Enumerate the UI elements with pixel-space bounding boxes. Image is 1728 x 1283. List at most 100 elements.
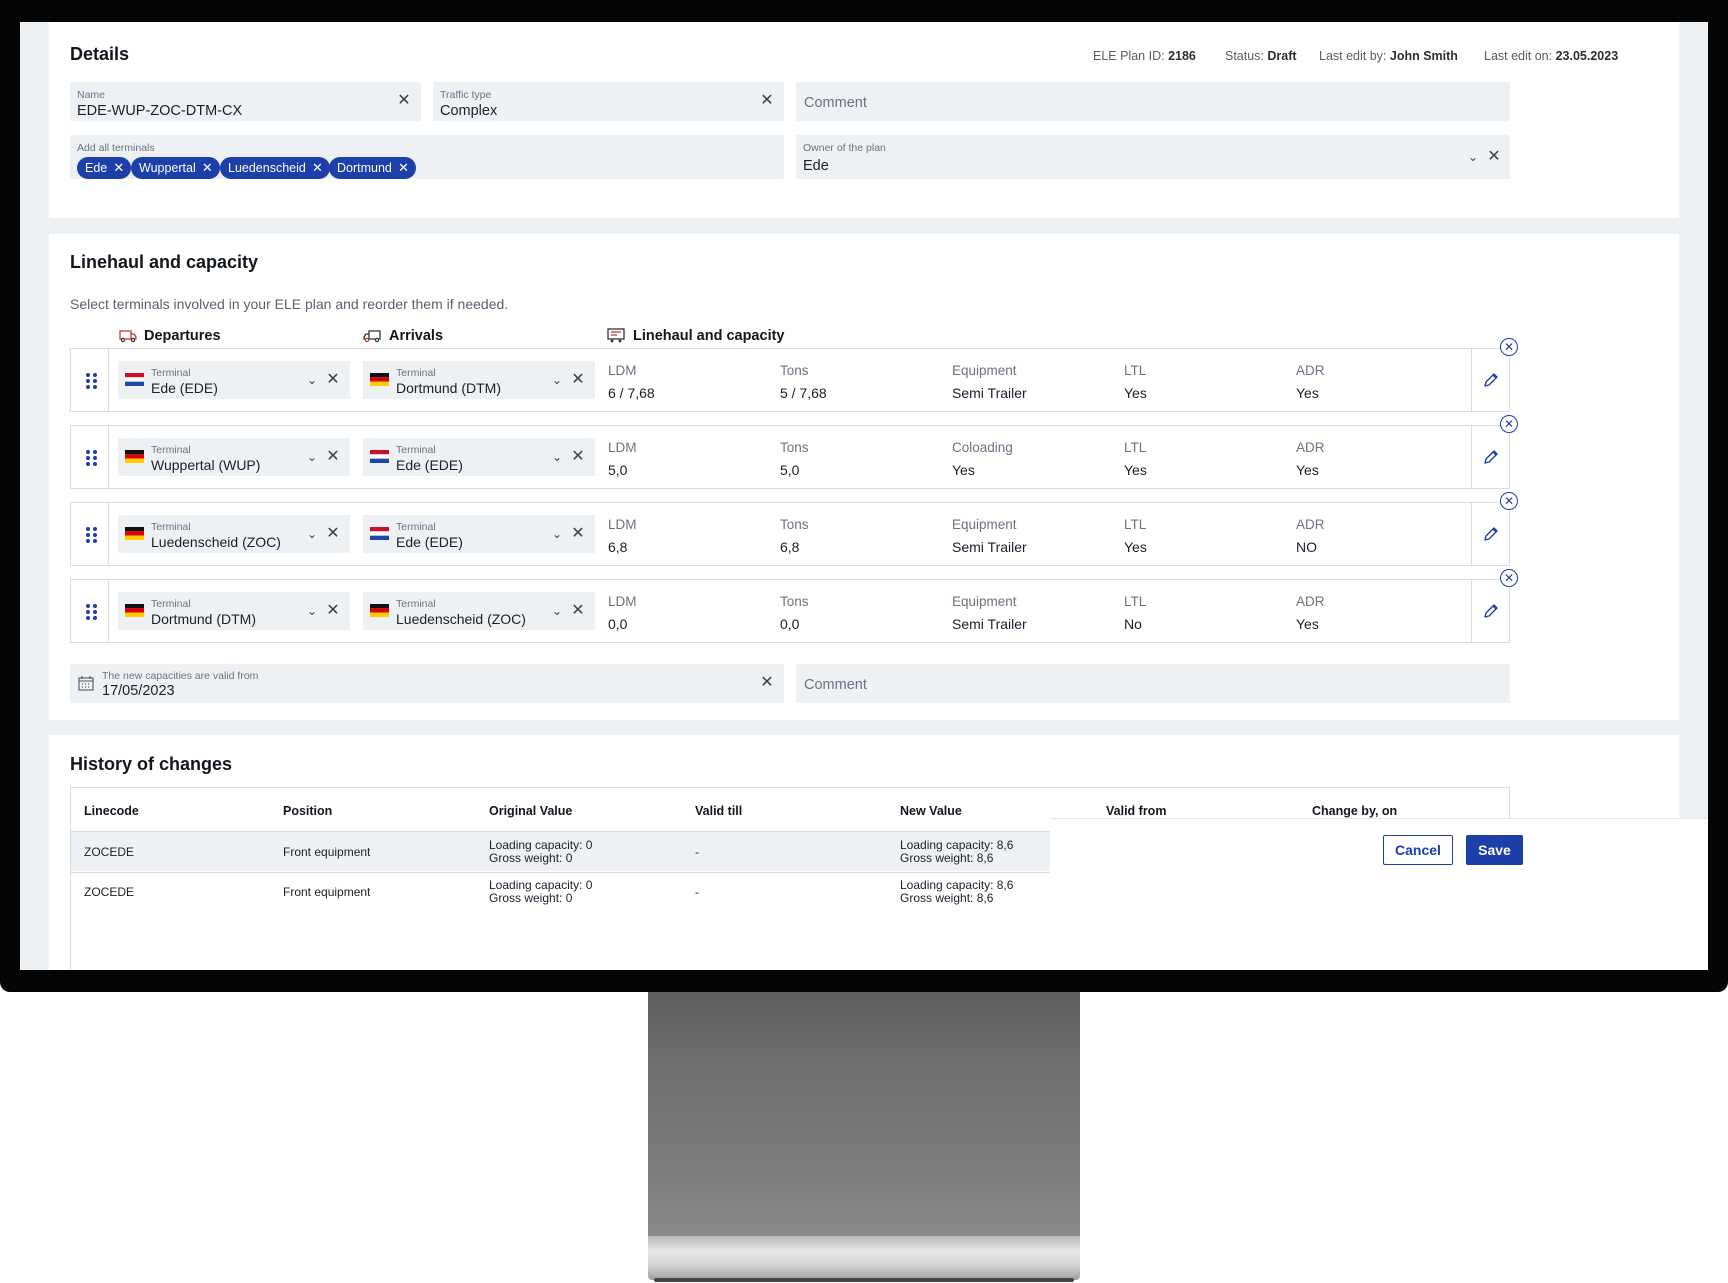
capacity-value: 5,0 bbox=[608, 462, 628, 478]
flag-nl-icon bbox=[370, 450, 389, 463]
departure-terminal-select[interactable]: Terminal Dortmund (DTM) ⌄ ✕ bbox=[118, 592, 350, 630]
drag-handle-icon[interactable] bbox=[71, 580, 109, 642]
flag-de-icon bbox=[125, 450, 144, 463]
owner-field[interactable]: Owner of the plan Ede ⌄ ✕ bbox=[796, 135, 1510, 179]
capacity-value: 6,8 bbox=[780, 539, 800, 555]
close-icon[interactable]: ✕ bbox=[326, 448, 340, 465]
close-icon[interactable]: ✕ bbox=[326, 371, 340, 388]
edit-row-button[interactable] bbox=[1471, 503, 1509, 565]
cell-position: Front equipment bbox=[283, 885, 371, 899]
arrivals-header: Arrivals bbox=[389, 328, 444, 344]
owner-value: Ede bbox=[803, 158, 829, 174]
capacity-label: LTL bbox=[1124, 363, 1147, 378]
chevron-down-icon[interactable]: ⌄ bbox=[551, 450, 563, 464]
close-icon[interactable]: ✕ bbox=[571, 602, 585, 619]
drag-handle-icon[interactable] bbox=[71, 349, 109, 411]
close-icon[interactable]: ✕ bbox=[311, 160, 323, 175]
close-icon[interactable]: ✕ bbox=[1487, 148, 1501, 165]
terminal-label: Terminal bbox=[396, 367, 436, 379]
edit-pencil-icon bbox=[1484, 527, 1498, 541]
details-title: Details bbox=[70, 44, 130, 64]
remove-row-close-icon[interactable]: ✕ bbox=[1500, 338, 1518, 356]
capacity-label: Tons bbox=[780, 517, 809, 532]
col-original-value: Original Value bbox=[489, 804, 573, 818]
edit-row-button[interactable] bbox=[1471, 426, 1509, 488]
close-icon[interactable]: ✕ bbox=[571, 371, 585, 388]
meta-status: Status: Draft bbox=[1225, 49, 1297, 63]
monitor-stand-base bbox=[648, 1236, 1080, 1282]
drag-handle-icon[interactable] bbox=[71, 503, 109, 565]
drag-handle-icon[interactable] bbox=[71, 426, 109, 488]
remove-row-close-icon[interactable]: ✕ bbox=[1500, 569, 1518, 587]
capacity-label: Coloading bbox=[952, 440, 1013, 455]
close-icon[interactable]: ✕ bbox=[760, 674, 774, 691]
departure-terminal-select[interactable]: Terminal Luedenscheid (ZOC) ⌄ ✕ bbox=[118, 515, 350, 553]
valid-from-field[interactable]: The new capacities are valid from 17/05/… bbox=[70, 664, 784, 703]
chevron-down-icon[interactable]: ⌄ bbox=[551, 527, 563, 541]
close-icon[interactable]: ✕ bbox=[760, 92, 774, 109]
capacity-value: Yes bbox=[1296, 616, 1319, 632]
cancel-button[interactable]: Cancel bbox=[1383, 835, 1453, 865]
route-row[interactable]: Terminal Wuppertal (WUP) ⌄ ✕ Terminal Ede (ED… bbox=[70, 425, 1510, 489]
terminals-field[interactable]: Add all terminals Ede ✕ Wuppertal ✕ Lueden… bbox=[70, 135, 784, 179]
cell-original-line1: Loading capacity: 0 bbox=[489, 878, 593, 892]
close-icon[interactable]: ✕ bbox=[571, 525, 585, 542]
close-icon[interactable]: ✕ bbox=[397, 160, 409, 175]
capacity-label: ADR bbox=[1296, 440, 1325, 455]
remove-row-close-icon[interactable]: ✕ bbox=[1500, 492, 1518, 510]
terminal-chip-wuppertal[interactable]: Wuppertal ✕ bbox=[131, 157, 220, 179]
monitor-stand bbox=[648, 990, 1080, 1236]
meta-plan-id: ELE Plan ID: 2186 bbox=[1093, 49, 1196, 63]
route-row[interactable]: Terminal Dortmund (DTM) ⌄ ✕ Terminal Luedensc… bbox=[70, 579, 1510, 643]
name-field[interactable]: Name EDE-WUP-ZOC-DTM-CX ✕ bbox=[70, 82, 421, 121]
col-change-by: Change by, on bbox=[1312, 804, 1398, 818]
edit-row-button[interactable] bbox=[1471, 349, 1509, 411]
route-row[interactable]: Terminal Ede (EDE) ⌄ ✕ Terminal Dortmund (DTM… bbox=[70, 348, 1510, 412]
chevron-down-icon[interactable]: ⌄ bbox=[551, 373, 563, 387]
route-row[interactable]: Terminal Luedenscheid (ZOC) ⌄ ✕ Terminal Ede … bbox=[70, 502, 1510, 566]
chevron-down-icon[interactable]: ⌄ bbox=[306, 373, 318, 387]
departure-terminal-select[interactable]: Terminal Ede (EDE) ⌄ ✕ bbox=[118, 361, 350, 399]
capacity-value: Semi Trailer bbox=[952, 539, 1027, 555]
capacity-label: LTL bbox=[1124, 594, 1147, 609]
chevron-down-icon[interactable]: ⌄ bbox=[1467, 150, 1479, 164]
capacity-value: Yes bbox=[1124, 385, 1147, 401]
valid-from-value: 17/05/2023 bbox=[102, 683, 175, 699]
cell-original-line2: Gross weight: 0 bbox=[489, 891, 573, 905]
terminal-chip-ede[interactable]: Ede ✕ bbox=[77, 157, 132, 179]
chevron-down-icon[interactable]: ⌄ bbox=[551, 604, 563, 618]
close-icon[interactable]: ✕ bbox=[113, 160, 125, 175]
terminal-label: Terminal bbox=[151, 444, 191, 456]
flag-nl-icon bbox=[125, 373, 144, 386]
terminal-chip-dortmund[interactable]: Dortmund ✕ bbox=[329, 157, 416, 179]
close-icon[interactable]: ✕ bbox=[326, 525, 340, 542]
linehaul-comment-field[interactable]: Comment bbox=[796, 664, 1510, 703]
cell-new-line2: Gross weight: 8,6 bbox=[900, 851, 994, 865]
close-icon[interactable]: ✕ bbox=[201, 160, 213, 175]
remove-row-close-icon[interactable]: ✕ bbox=[1500, 415, 1518, 433]
save-button[interactable]: Save bbox=[1466, 835, 1523, 865]
terminal-chip-luedenscheid[interactable]: Luedenscheid ✕ bbox=[220, 157, 330, 179]
arrival-terminal-select[interactable]: Terminal Luedenscheid (ZOC) ⌄ ✕ bbox=[363, 592, 595, 630]
chevron-down-icon[interactable]: ⌄ bbox=[306, 527, 318, 541]
arrival-terminal-select[interactable]: Terminal Dortmund (DTM) ⌄ ✕ bbox=[363, 361, 595, 399]
chevron-down-icon[interactable]: ⌄ bbox=[306, 604, 318, 618]
arrival-terminal-select[interactable]: Terminal Ede (EDE) ⌄ ✕ bbox=[363, 438, 595, 476]
chevron-down-icon[interactable]: ⌄ bbox=[306, 450, 318, 464]
terminal-label: Terminal bbox=[396, 444, 436, 456]
history-title: History of changes bbox=[70, 754, 233, 774]
traffic-type-field[interactable]: Traffic type Complex ✕ bbox=[433, 82, 784, 121]
departures-header: Departures bbox=[144, 328, 221, 344]
calendar-icon[interactable] bbox=[78, 676, 94, 691]
close-icon[interactable]: ✕ bbox=[397, 92, 411, 109]
close-icon[interactable]: ✕ bbox=[571, 448, 585, 465]
departure-terminal-select[interactable]: Terminal Wuppertal (WUP) ⌄ ✕ bbox=[118, 438, 350, 476]
cell-original-line2: Gross weight: 0 bbox=[489, 851, 573, 865]
linehaul-header: Linehaul and capacity bbox=[633, 328, 785, 344]
details-comment-field[interactable]: Comment bbox=[796, 82, 1510, 121]
arrival-terminal-select[interactable]: Terminal Ede (EDE) ⌄ ✕ bbox=[363, 515, 595, 553]
close-icon[interactable]: ✕ bbox=[326, 602, 340, 619]
col-valid-from: Valid from bbox=[1106, 804, 1167, 818]
edit-row-button[interactable] bbox=[1471, 580, 1509, 642]
departure-terminal-value: Dortmund (DTM) bbox=[151, 611, 257, 627]
